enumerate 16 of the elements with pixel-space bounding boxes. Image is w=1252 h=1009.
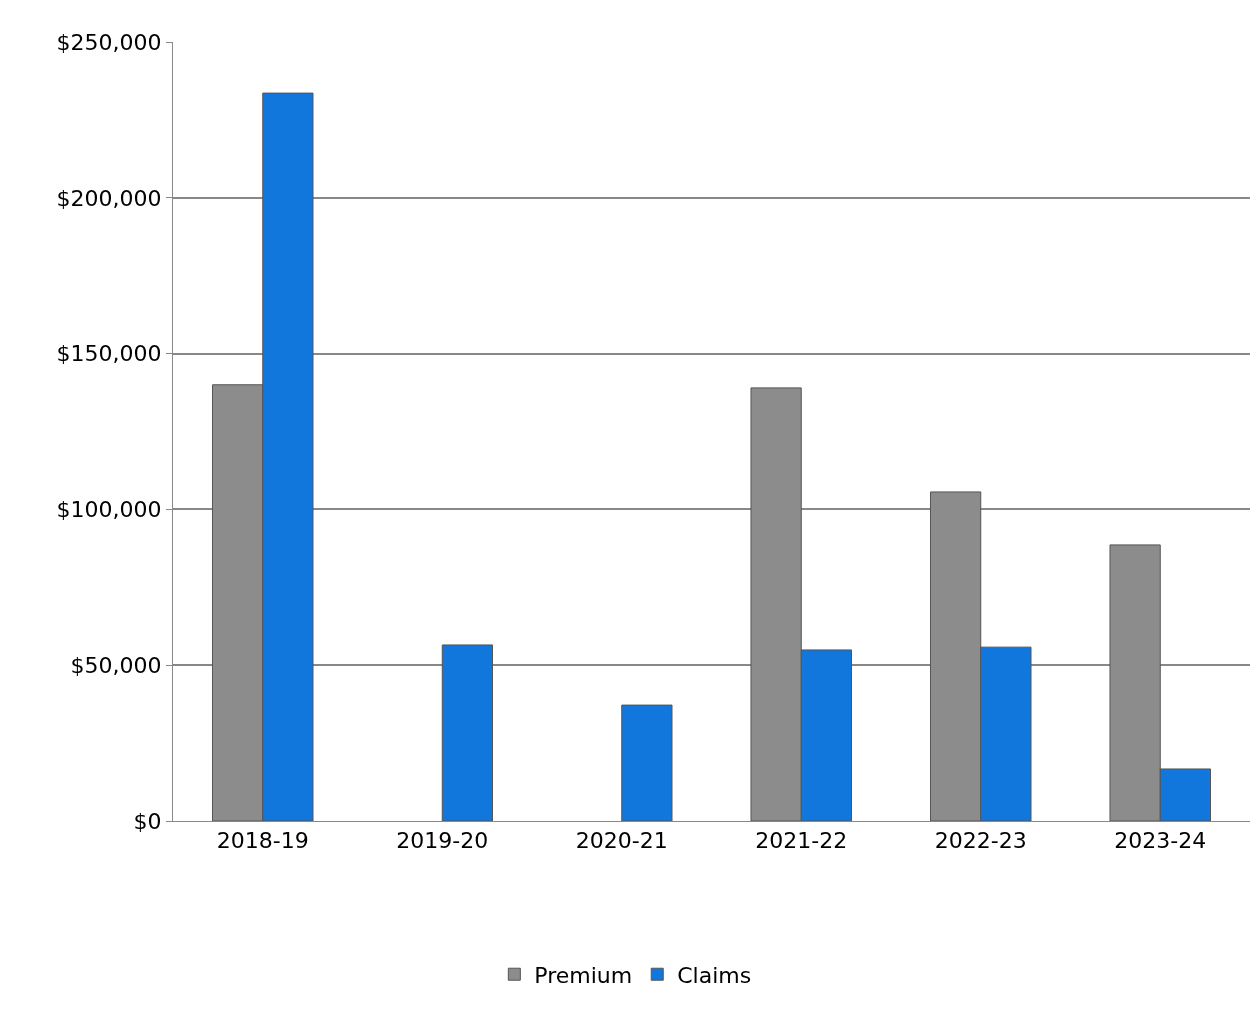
y-tick-label: $100,000 (56, 497, 162, 523)
x-tick-label: 2021-22 (755, 828, 848, 854)
y-tick-label: $200,000 (56, 185, 162, 211)
x-tick-label: 2018-19 (216, 828, 309, 854)
x-tick-label: 2023-24 (1114, 828, 1207, 854)
bar (441, 644, 494, 821)
y-tick-label: $0 (133, 808, 162, 834)
bar (621, 704, 673, 821)
x-tick-label: 2020-21 (575, 828, 668, 854)
y-tick-label: $250,000 (56, 29, 162, 55)
legend-label: Claims (677, 962, 752, 988)
x-tick-label: 2019-20 (396, 828, 489, 854)
x-tick-label: 2022-23 (934, 828, 1027, 854)
legend-label: Premium (534, 962, 633, 988)
y-tick-label: $50,000 (70, 652, 162, 678)
y-tick-label: $150,000 (56, 341, 162, 367)
